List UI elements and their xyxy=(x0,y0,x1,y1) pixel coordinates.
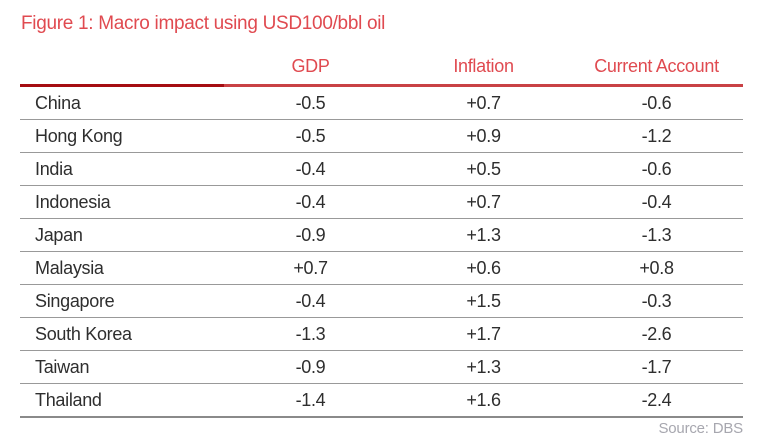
table-row: Taiwan -0.9 +1.3 -1.7 xyxy=(20,350,743,384)
gdp-cell: -1.3 xyxy=(224,317,397,351)
country-cell: Indonesia xyxy=(20,185,224,219)
table-body: China -0.5 +0.7 -0.6 Hong Kong -0.5 +0.9 -1.2 In… xyxy=(20,85,743,418)
gdp-cell: -0.4 xyxy=(224,284,397,318)
table-row: China -0.5 +0.7 -0.6 xyxy=(20,85,743,120)
gdp-cell: -0.4 xyxy=(224,152,397,186)
column-header-inflation: Inflation xyxy=(397,35,570,87)
table-row: India -0.4 +0.5 -0.6 xyxy=(20,152,743,186)
current-account-cell: -0.3 xyxy=(570,284,743,318)
gdp-cell: +0.7 xyxy=(224,251,397,285)
corner-cell xyxy=(20,35,224,87)
gdp-cell: -0.5 xyxy=(224,85,397,120)
gdp-cell: -0.4 xyxy=(224,185,397,219)
country-cell: India xyxy=(20,152,224,186)
current-account-cell: -2.4 xyxy=(570,383,743,418)
country-cell: Hong Kong xyxy=(20,119,224,153)
current-account-cell: -0.6 xyxy=(570,152,743,186)
inflation-cell: +0.9 xyxy=(397,119,570,153)
inflation-cell: +1.3 xyxy=(397,218,570,252)
gdp-cell: -1.4 xyxy=(224,383,397,418)
table-row: Hong Kong -0.5 +0.9 -1.2 xyxy=(20,119,743,153)
column-header-gdp: GDP xyxy=(224,35,397,87)
header-row: GDP Inflation Current Account xyxy=(20,35,743,87)
country-cell: Malaysia xyxy=(20,251,224,285)
column-header-current-account: Current Account xyxy=(570,35,743,87)
current-account-cell: +0.8 xyxy=(570,251,743,285)
inflation-cell: +1.6 xyxy=(397,383,570,418)
current-account-cell: -2.6 xyxy=(570,317,743,351)
country-cell: China xyxy=(20,85,224,120)
gdp-cell: -0.5 xyxy=(224,119,397,153)
current-account-cell: -1.7 xyxy=(570,350,743,384)
table-row: Malaysia +0.7 +0.6 +0.8 xyxy=(20,251,743,285)
inflation-cell: +0.7 xyxy=(397,185,570,219)
inflation-cell: +1.7 xyxy=(397,317,570,351)
inflation-cell: +0.6 xyxy=(397,251,570,285)
table-row: Thailand -1.4 +1.6 -2.4 xyxy=(20,383,743,418)
country-cell: Thailand xyxy=(20,383,224,418)
inflation-cell: +1.3 xyxy=(397,350,570,384)
gdp-cell: -0.9 xyxy=(224,218,397,252)
figure-title: Figure 1: Macro impact using USD100/bbl … xyxy=(21,13,386,34)
country-cell: South Korea xyxy=(20,317,224,351)
country-cell: Singapore xyxy=(20,284,224,318)
current-account-cell: -1.2 xyxy=(570,119,743,153)
table-header: GDP Inflation Current Account xyxy=(20,35,743,87)
source-attribution: Source: DBS xyxy=(658,420,743,437)
gdp-cell: -0.9 xyxy=(224,350,397,384)
inflation-cell: +1.5 xyxy=(397,284,570,318)
table-row: Singapore -0.4 +1.5 -0.3 xyxy=(20,284,743,318)
table-row: Japan -0.9 +1.3 -1.3 xyxy=(20,218,743,252)
table-row: Indonesia -0.4 +0.7 -0.4 xyxy=(20,185,743,219)
inflation-cell: +0.7 xyxy=(397,85,570,120)
current-account-cell: -1.3 xyxy=(570,218,743,252)
macro-impact-table: GDP Inflation Current Account China -0.5 +… xyxy=(20,35,743,418)
current-account-cell: -0.4 xyxy=(570,185,743,219)
country-cell: Taiwan xyxy=(20,350,224,384)
current-account-cell: -0.6 xyxy=(570,85,743,120)
table-row: South Korea -1.3 +1.7 -2.6 xyxy=(20,317,743,351)
inflation-cell: +0.5 xyxy=(397,152,570,186)
country-cell: Japan xyxy=(20,218,224,252)
